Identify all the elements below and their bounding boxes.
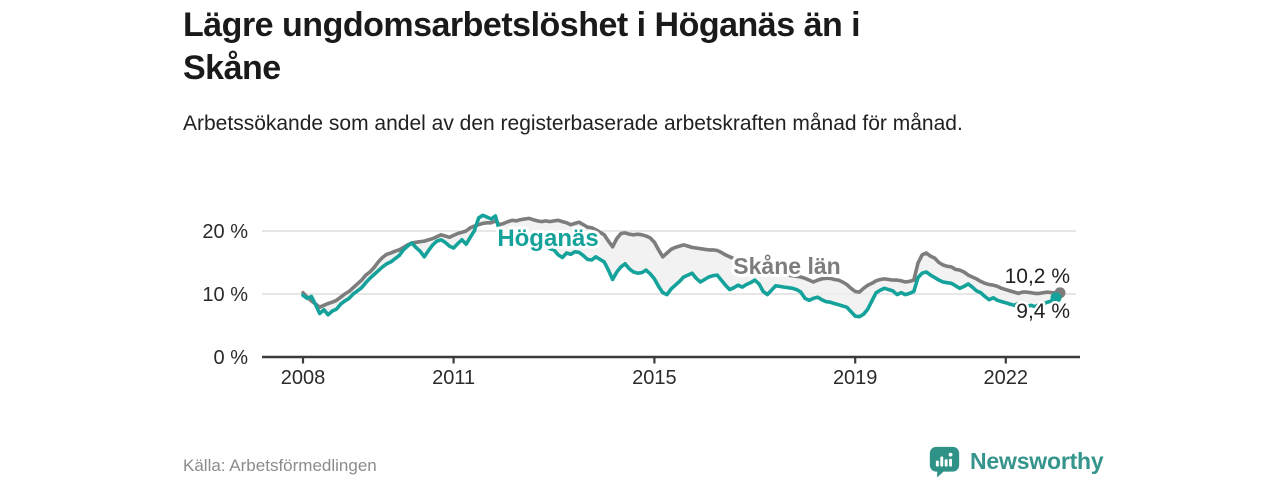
y-tick-label-10: 10 % (202, 284, 248, 306)
x-tick-label-2022: 2022 (984, 367, 1029, 389)
x-tick-label-2011: 2011 (432, 367, 475, 389)
hoganas-line (301, 213, 1058, 319)
chart-canvas: 2008 2011 2015 2019 2022 0 % 10 % 20 % Skåne län… (202, 213, 1080, 389)
source-note: Källa: Arbetsförmedlingen (183, 456, 377, 475)
line-chart: 2008 2011 2015 2019 2022 0 % 10 % 20 % Skåne län… (180, 195, 1100, 405)
x-tick-label-2015: 2015 (632, 367, 677, 389)
newsworthy-bubble-barchart-icon (929, 446, 960, 478)
x-tick-label-2008: 2008 (281, 367, 326, 389)
series-band (303, 215, 1056, 317)
y-tick-label-20: 20 % (202, 221, 248, 243)
newsworthy-logo: Newsworthy (928, 445, 1104, 478)
chart-title: Lägre ungdomsarbetslöshet i Höganäs än i… (183, 6, 861, 87)
hoganas-series-label: Höganäs (497, 225, 598, 252)
skane-line (301, 216, 1058, 309)
y-tick-label-0: 0 % (214, 347, 249, 369)
skane-end-value-label: 10,2 % (1005, 265, 1070, 288)
hoganas-end-dot (1050, 292, 1062, 304)
hoganas-end-value-label: 9,4 % (1016, 300, 1070, 323)
chart-subtitle: Arbetssökande som andel av den registerb… (183, 112, 963, 135)
newsworthy-wordmark: Newsworthy (970, 448, 1104, 474)
skane-series-label: Skåne län (733, 253, 840, 279)
x-tick-label-2019: 2019 (833, 367, 878, 389)
